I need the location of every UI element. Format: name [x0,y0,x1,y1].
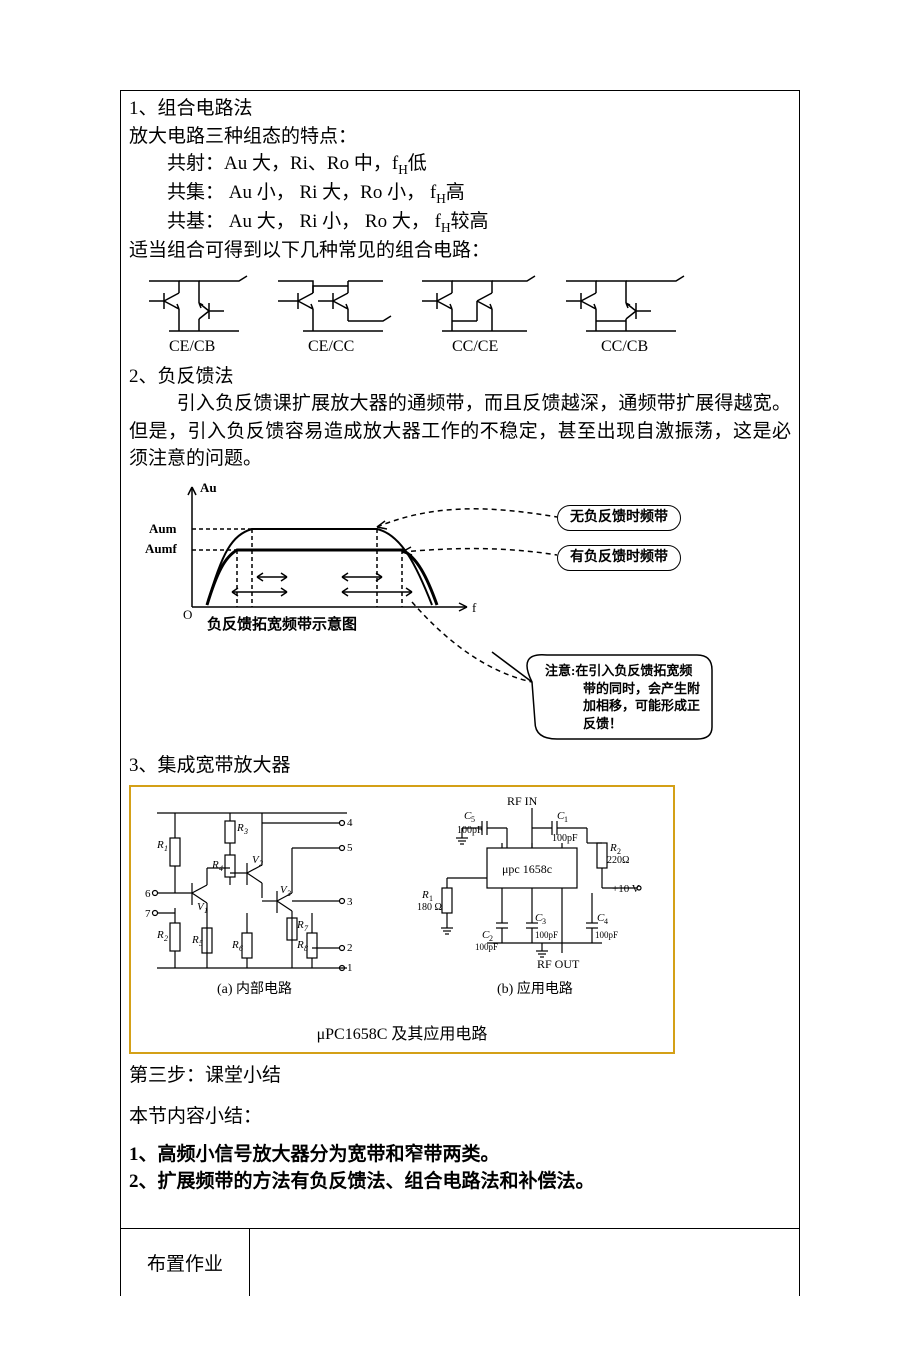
svg-text:R: R [231,939,239,951]
svg-text:R: R [296,939,304,951]
summary-point-2: 2、扩展频带的方法有负反馈法、组合电路法和补偿法。 [129,1168,791,1196]
svg-text:6: 6 [145,888,151,900]
circuit-ce-cb: CE/CB [129,271,249,361]
feedback-note: 注意:在引入负反馈拓宽频 带的同时，会产生附 加相移，可能形成正 反馈！ [545,662,710,732]
svg-text:3: 3 [286,889,291,898]
svg-text:1: 1 [164,844,168,853]
svg-text:R: R [156,929,164,941]
svg-text:1: 1 [564,815,568,824]
svg-text:100pF: 100pF [535,930,558,940]
svg-text:7: 7 [145,908,151,920]
combo-intro: 适当组合可得到以下几种常见的组合电路： [129,237,791,265]
callout-with-fb: 有负反馈时频带 [557,545,681,571]
ic-subcaption-a: (a) 内部电路 [217,981,292,997]
svg-text:R: R [236,822,244,834]
summary-heading: 本节内容小结： [129,1103,791,1131]
svg-text:R: R [421,889,429,901]
svg-text:R: R [211,859,219,871]
svg-text:3: 3 [542,917,546,926]
svg-text:R: R [156,839,164,851]
summary-point-1: 1、高频小信号放大器分为宽带和窄带两类。 [129,1141,791,1169]
svg-text:4: 4 [347,817,353,829]
config-line-ce: 共射：Au 大，Ri、Ro 中，fH低 [129,150,791,179]
svg-text:4: 4 [604,917,608,926]
section-2-body: 引入负反馈课扩展放大器的通频带，而且反馈越深，通频带扩展得越宽。但是，引入负反馈… [129,390,791,473]
circuit-cc-ce: CC/CE [407,271,537,361]
svg-text:2: 2 [347,942,353,954]
graph-caption: 负反馈拓宽频带示意图 [207,615,357,633]
svg-text:RF IN: RF IN [507,794,538,808]
circuit-cc-cb: CC/CB [551,271,691,361]
svg-text:5: 5 [199,939,203,948]
svg-text:R: R [191,934,199,946]
circuit-label: CC/CE [452,338,498,355]
main-content: 1、组合电路法 放大电路三种组态的特点： 共射：Au 大，Ri、Ro 中，fH低… [121,91,799,1228]
y-axis-label: Au [200,480,217,495]
svg-text:100pF: 100pF [595,930,618,940]
y-tick-aum: Aum [149,521,177,536]
svg-text:5: 5 [347,842,353,854]
homework-label: 布置作业 [121,1229,250,1296]
svg-text:7: 7 [304,924,309,933]
svg-text:RF OUT: RF OUT [537,957,580,971]
section-3-title: 3、集成宽带放大器 [129,752,791,780]
origin-label: O [183,607,192,622]
svg-text:1: 1 [347,962,353,974]
svg-text:R: R [296,919,304,931]
svg-text:100pF: 100pF [475,942,498,952]
svg-text:2: 2 [259,859,263,868]
section-1-title: 1、组合电路法 [129,95,791,123]
callout-no-fb: 无负反馈时频带 [557,505,681,531]
ic-diagram-box: R1 R2 R3 R4 R5 R6 R7 R8 V1 V2 V3 67 12 3… [129,785,675,1054]
svg-text:3: 3 [347,896,353,908]
svg-text:100pF: 100pF [552,833,578,844]
section-1-intro: 放大电路三种组态的特点： [129,123,791,151]
svg-text:1: 1 [204,906,208,915]
circuit-label: CC/CB [601,338,648,355]
circuit-row: CE/CB [129,271,791,361]
ic-subcaption-b: (b) 应用电路 [497,980,573,997]
config-line-cc: 共集： Au 小， Ri 大，Ro 小， fH高 [129,179,791,208]
circuit-ce-cc: CE/CC [263,271,393,361]
svg-text:5: 5 [471,815,475,824]
circuit-label: CE/CB [169,338,215,355]
feedback-graph: Au Aum Aumf O f 负反馈拓宽频带示意图 无负反馈时频带 有负反馈时… [137,477,791,756]
y-tick-aumf: Aumf [145,541,177,556]
homework-content [250,1229,799,1296]
circuit-label: CE/CC [308,338,354,355]
section-2-title: 2、负反馈法 [129,363,791,391]
svg-text:6: 6 [239,944,243,953]
svg-text:R: R [609,842,617,854]
svg-text:100pF: 100pF [457,825,483,836]
svg-text:2: 2 [164,934,168,943]
config-line-cb: 共基： Au 大， Ri 小， Ro 大， fH较高 [129,208,791,237]
x-axis-label: f [472,600,477,615]
homework-row: 布置作业 [121,1228,799,1296]
svg-text:4: 4 [219,864,223,873]
svg-text:3: 3 [243,827,248,836]
svg-text:180 Ω: 180 Ω [417,902,442,913]
svg-text:+10 V: +10 V [612,883,640,895]
svg-text:μpc 1658c: μpc 1658c [502,862,552,876]
ic-caption: μPC1658C 及其应用电路 [137,1019,667,1046]
step3-heading: 第三步：课堂小结 [129,1062,791,1090]
page-frame: 1、组合电路法 放大电路三种组态的特点： 共射：Au 大，Ri、Ro 中，fH低… [120,90,800,1296]
svg-text:8: 8 [304,944,308,953]
svg-text:220Ω: 220Ω [607,855,629,866]
